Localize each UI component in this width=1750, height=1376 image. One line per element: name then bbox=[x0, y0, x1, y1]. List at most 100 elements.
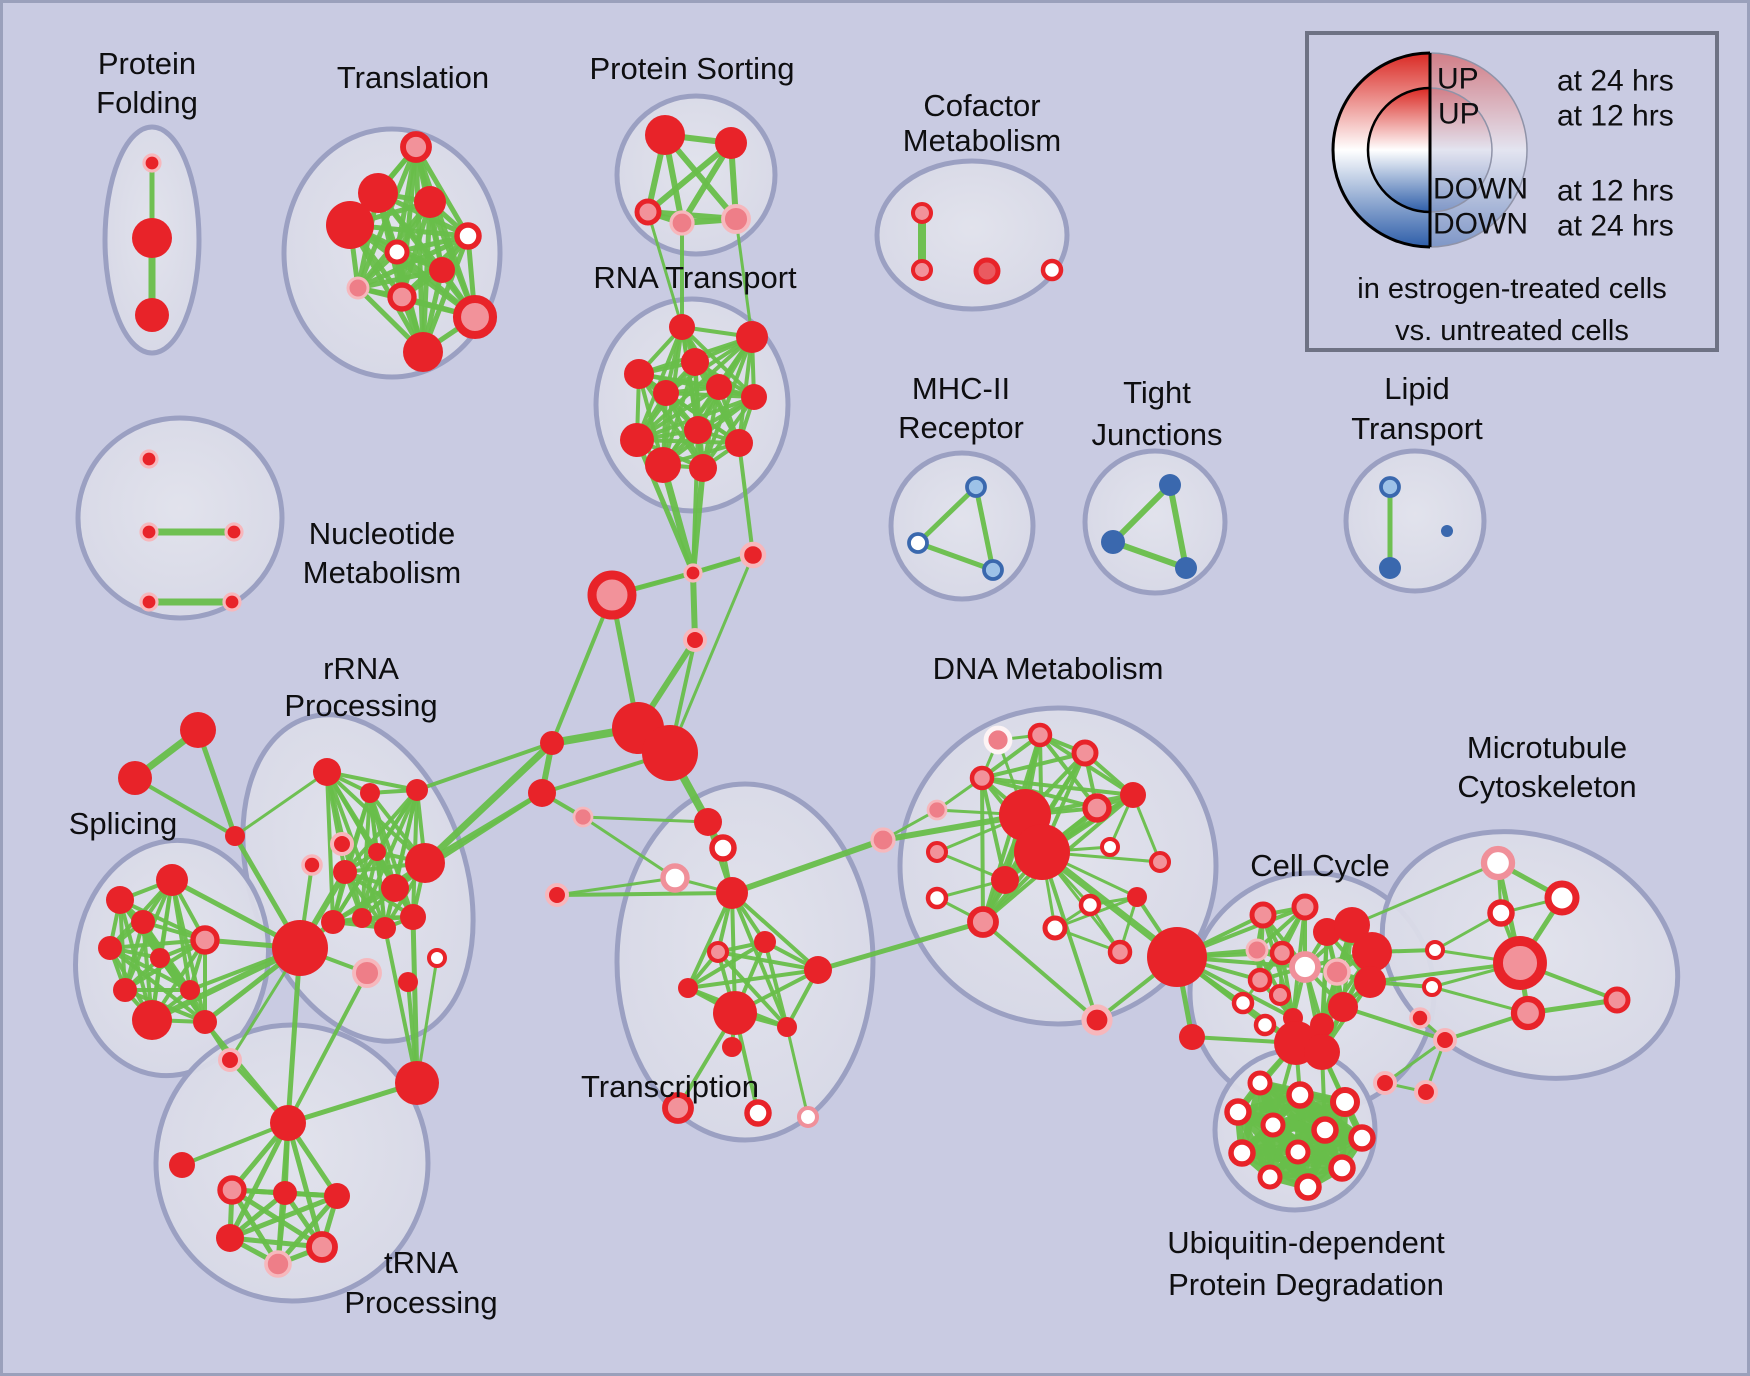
edge-d1-d6 bbox=[1038, 733, 1099, 810]
node-tre bbox=[306, 1231, 338, 1263]
label-rrna-processing: rRNA Processing bbox=[284, 651, 437, 723]
node-cf0 bbox=[910, 201, 934, 225]
node-tx6 bbox=[804, 956, 832, 984]
edge-rr0-rr12 bbox=[325, 770, 387, 930]
node-d8 bbox=[1148, 850, 1172, 874]
label-protein-folding: Protein Folding bbox=[96, 46, 198, 120]
legend-direction-0: UP bbox=[1437, 63, 1479, 96]
node-d10 bbox=[925, 840, 949, 864]
edge-s1-s2 bbox=[645, 140, 734, 215]
node-tx11 bbox=[662, 1092, 694, 1124]
node-dh2 bbox=[1014, 824, 1070, 880]
node-x0 bbox=[683, 563, 703, 583]
edge-d3-d5 bbox=[980, 776, 1135, 797]
node-cc7 bbox=[1289, 951, 1321, 983]
edge-r0-r6 bbox=[680, 325, 756, 399]
edge-p2-rr0 bbox=[233, 770, 329, 838]
edge-t6-t7 bbox=[355, 267, 445, 291]
node-u10 bbox=[1257, 1164, 1283, 1190]
node-b0 bbox=[272, 920, 328, 976]
edge-rr0-rr10 bbox=[325, 770, 335, 924]
node-rr5 bbox=[368, 843, 386, 861]
node-u5 bbox=[1311, 1116, 1339, 1144]
node-u8 bbox=[1285, 1139, 1311, 1165]
edge-d3-d12 bbox=[980, 776, 985, 924]
node-mt9 bbox=[1433, 1028, 1457, 1052]
node-r1 bbox=[736, 321, 768, 353]
node-sp0 bbox=[106, 886, 134, 914]
label-trna-processing: tRNA Processing bbox=[344, 1245, 497, 1320]
node-sp5 bbox=[190, 925, 220, 955]
node-d7 bbox=[1100, 837, 1120, 857]
node-s4 bbox=[721, 204, 751, 234]
node-rr6 bbox=[405, 843, 445, 883]
node-sp3 bbox=[98, 936, 122, 960]
node-t2 bbox=[326, 201, 374, 249]
node-pf0 bbox=[142, 153, 162, 173]
node-t6 bbox=[429, 257, 455, 283]
node-tx7 bbox=[678, 978, 698, 998]
node-x6 bbox=[572, 806, 594, 828]
node-tx10 bbox=[722, 1037, 742, 1057]
label-transcription: Transcription bbox=[581, 1069, 759, 1104]
node-rr12 bbox=[374, 917, 396, 939]
node-t1 bbox=[358, 173, 398, 213]
node-u3 bbox=[1224, 1098, 1252, 1126]
node-t3 bbox=[414, 186, 446, 218]
node-r8 bbox=[620, 423, 654, 457]
node-p0 bbox=[180, 712, 216, 748]
cluster-lipid-transport bbox=[1343, 448, 1487, 594]
node-r0 bbox=[669, 314, 695, 340]
node-r6 bbox=[741, 384, 767, 410]
node-rr3 bbox=[330, 832, 354, 856]
node-p2 bbox=[225, 826, 245, 846]
edge-tx5-tx9 bbox=[716, 950, 789, 1029]
node-cc4 bbox=[1352, 932, 1392, 972]
node-cc6 bbox=[1245, 938, 1269, 962]
edge-m0-m2 bbox=[973, 484, 996, 573]
node-cc11 bbox=[1231, 991, 1255, 1015]
node-s2 bbox=[634, 198, 662, 226]
node-rr0 bbox=[313, 758, 341, 786]
node-sp6 bbox=[113, 978, 137, 1002]
node-cc0 bbox=[1249, 901, 1277, 929]
edge-trc-trd bbox=[227, 1193, 340, 1241]
node-d13 bbox=[1042, 915, 1068, 941]
legend: UP at 24 hrs UP at 12 hrs DOWN at 12 hrs DOWN a… bbox=[1305, 31, 1719, 352]
edge-rr2-rr7 bbox=[343, 788, 419, 874]
node-mt11 bbox=[1414, 1080, 1438, 1104]
label-protein-sorting: Protein Sorting bbox=[589, 51, 794, 86]
node-d17 bbox=[1081, 1004, 1113, 1036]
node-t7 bbox=[346, 276, 370, 300]
node-n3 bbox=[139, 592, 159, 612]
edge-j0-j2 bbox=[1167, 482, 1189, 571]
edge-d17-d12 bbox=[981, 920, 1099, 1022]
node-cc5 bbox=[1269, 940, 1295, 966]
cluster-tight-junctions bbox=[1082, 448, 1228, 596]
node-cc8 bbox=[1323, 958, 1351, 986]
node-u6 bbox=[1348, 1124, 1376, 1152]
node-trf bbox=[264, 1250, 292, 1278]
node-u7 bbox=[1228, 1139, 1256, 1167]
node-u9 bbox=[1328, 1154, 1356, 1182]
node-cc1 bbox=[1291, 893, 1319, 921]
label-ubiquitin-degradation: Ubiquitin-dependent Protein Degradation bbox=[1167, 1225, 1445, 1302]
edge-r9-x1 bbox=[737, 441, 755, 557]
node-ccs bbox=[1179, 1024, 1205, 1050]
node-sp7 bbox=[180, 980, 200, 1000]
node-sp9 bbox=[193, 1010, 217, 1034]
legend-footer-1: vs. untreated cells bbox=[1395, 315, 1629, 347]
node-cchub bbox=[1147, 927, 1207, 987]
legend-box bbox=[1305, 31, 1719, 352]
node-mt1 bbox=[1544, 880, 1580, 916]
node-x5 bbox=[528, 779, 556, 807]
label-cell-cycle: Cell Cycle bbox=[1250, 848, 1390, 883]
legend-direction-2: DOWN bbox=[1433, 173, 1528, 206]
edge-trhub-tre bbox=[285, 1120, 325, 1250]
node-j2 bbox=[1175, 557, 1197, 579]
node-t5 bbox=[384, 239, 410, 265]
node-trc bbox=[324, 1183, 350, 1209]
node-r9 bbox=[725, 429, 753, 457]
legend-footer-0: in estrogen-treated cells bbox=[1357, 273, 1667, 305]
